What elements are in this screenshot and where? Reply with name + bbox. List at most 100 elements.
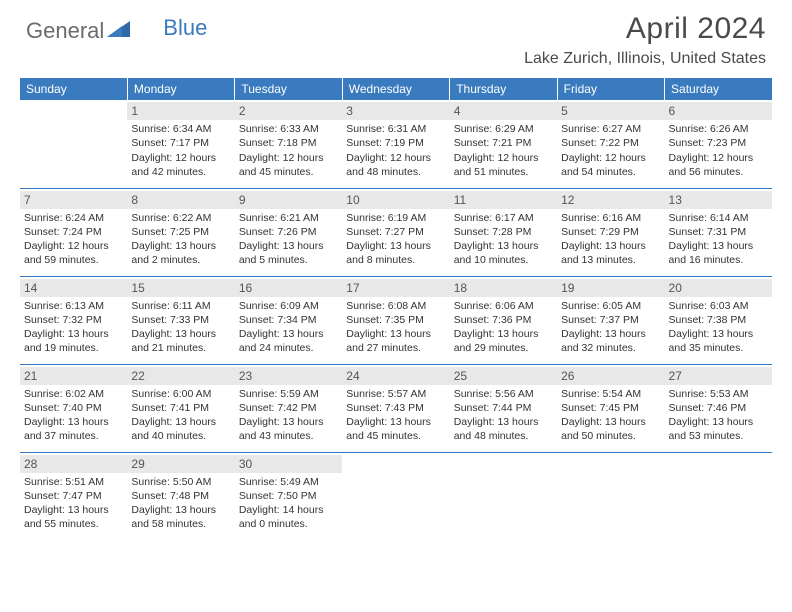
day-number: 9	[235, 191, 342, 209]
sunrise-line: Sunrise: 6:22 AM	[131, 211, 230, 225]
calendar-day-cell	[342, 452, 449, 540]
sunset-line: Sunset: 7:19 PM	[346, 136, 445, 150]
sunset-line: Sunset: 7:23 PM	[669, 136, 768, 150]
calendar-day-cell: 19 Sunrise: 6:05 AMSunset: 7:37 PMDayligh…	[557, 276, 664, 364]
daylight-line-2: and 37 minutes.	[24, 429, 123, 443]
calendar-day-cell: 13Sunrise: 6:14 AMSunset: 7:31 PMDayligh…	[665, 188, 772, 276]
daylight-line-1: Daylight: 13 hours	[24, 503, 123, 517]
month-title: April 2024	[524, 12, 766, 46]
daylight-line-1: Daylight: 13 hours	[131, 503, 230, 517]
daylight-line-2: and 32 minutes.	[561, 341, 660, 355]
daylight-line-2: and 19 minutes.	[24, 341, 123, 355]
calendar-day-cell: 21Sunrise: 6:02 AMSunset: 7:40 PMDayligh…	[20, 364, 127, 452]
calendar-week-row: 1Sunrise: 6:34 AMSunset: 7:17 PMDaylight…	[20, 100, 772, 188]
sunset-line: Sunset: 7:48 PM	[131, 489, 230, 503]
daylight-line-1: Daylight: 13 hours	[454, 327, 553, 341]
weekday-header: Sunday	[20, 78, 127, 100]
daylight-line-1: Daylight: 13 hours	[239, 415, 338, 429]
sunset-line: Sunset: 7:46 PM	[669, 401, 768, 415]
day-number: 8	[127, 191, 234, 209]
day-number: 28	[20, 455, 127, 473]
calendar-day-cell	[665, 452, 772, 540]
daylight-line-1: Daylight: 12 hours	[669, 151, 768, 165]
sunrise-line: Sunrise: 6:21 AM	[239, 211, 338, 225]
calendar-day-cell: 7Sunrise: 6:24 AMSunset: 7:24 PMDaylight…	[20, 188, 127, 276]
sunset-line: Sunset: 7:37 PM	[561, 313, 660, 327]
daylight-line-1: Daylight: 12 hours	[239, 151, 338, 165]
sunrise-line: Sunrise: 6:29 AM	[454, 122, 553, 136]
sunset-line: Sunset: 7:36 PM	[454, 313, 553, 327]
sunset-line: Sunset: 7:42 PM	[239, 401, 338, 415]
day-number: 16	[235, 279, 342, 297]
calendar-day-cell: 8Sunrise: 6:22 AMSunset: 7:25 PMDaylight…	[127, 188, 234, 276]
daylight-line-2: and 50 minutes.	[561, 429, 660, 443]
day-number: 26	[557, 367, 664, 385]
daylight-line-1: Daylight: 13 hours	[24, 327, 123, 341]
daylight-line-1: Daylight: 13 hours	[669, 327, 768, 341]
day-number: 20	[665, 279, 772, 297]
calendar-day-cell: 14Sunrise: 6:13 AMSunset: 7:32 PMDayligh…	[20, 276, 127, 364]
daylight-line-2: and 5 minutes.	[239, 253, 338, 267]
daylight-line-2: and 13 minutes.	[561, 253, 660, 267]
sunrise-line: Sunrise: 6:11 AM	[131, 299, 230, 313]
calendar-day-cell: 4Sunrise: 6:29 AMSunset: 7:21 PMDaylight…	[450, 100, 557, 188]
calendar-day-cell: 16Sunrise: 6:09 AMSunset: 7:34 PMDayligh…	[235, 276, 342, 364]
daylight-line-1: Daylight: 13 hours	[131, 327, 230, 341]
calendar-table: SundayMondayTuesdayWednesdayThursdayFrid…	[20, 78, 772, 540]
daylight-line-2: and 56 minutes.	[669, 165, 768, 179]
daylight-line-2: and 54 minutes.	[561, 165, 660, 179]
day-number: 11	[450, 191, 557, 209]
calendar-day-cell: 6Sunrise: 6:26 AMSunset: 7:23 PMDaylight…	[665, 100, 772, 188]
sunrise-line: Sunrise: 6:24 AM	[24, 211, 123, 225]
sunrise-line: Sunrise: 5:51 AM	[24, 475, 123, 489]
brand-part1: General	[26, 18, 104, 44]
day-number: 2	[235, 102, 342, 120]
daylight-line-1: Daylight: 13 hours	[561, 239, 660, 253]
sunrise-line: Sunrise: 6:34 AM	[131, 122, 230, 136]
brand-logo: General Blue	[26, 18, 207, 44]
daylight-line-2: and 43 minutes.	[239, 429, 338, 443]
daylight-line-2: and 48 minutes.	[346, 165, 445, 179]
sunset-line: Sunset: 7:28 PM	[454, 225, 553, 239]
daylight-line-2: and 10 minutes.	[454, 253, 553, 267]
daylight-line-2: and 24 minutes.	[239, 341, 338, 355]
day-number: 10	[342, 191, 449, 209]
sunrise-line: Sunrise: 5:56 AM	[454, 387, 553, 401]
day-number: 14	[20, 279, 127, 297]
calendar-day-cell: 17Sunrise: 6:08 AMSunset: 7:35 PMDayligh…	[342, 276, 449, 364]
daylight-line-2: and 48 minutes.	[454, 429, 553, 443]
calendar-day-cell: 23Sunrise: 5:59 AMSunset: 7:42 PMDayligh…	[235, 364, 342, 452]
daylight-line-2: and 40 minutes.	[131, 429, 230, 443]
sunset-line: Sunset: 7:25 PM	[131, 225, 230, 239]
calendar-day-cell: 20Sunrise: 6:03 AMSunset: 7:38 PMDayligh…	[665, 276, 772, 364]
sunrise-line: Sunrise: 5:57 AM	[346, 387, 445, 401]
day-number: 18	[450, 279, 557, 297]
calendar-week-row: 14Sunrise: 6:13 AMSunset: 7:32 PMDayligh…	[20, 276, 772, 364]
daylight-line-2: and 16 minutes.	[669, 253, 768, 267]
daylight-line-2: and 21 minutes.	[131, 341, 230, 355]
day-number: 3	[342, 102, 449, 120]
sunrise-line: Sunrise: 5:59 AM	[239, 387, 338, 401]
day-number: 19	[557, 279, 664, 297]
calendar-day-cell: 29Sunrise: 5:50 AMSunset: 7:48 PMDayligh…	[127, 452, 234, 540]
sunset-line: Sunset: 7:17 PM	[131, 136, 230, 150]
daylight-line-1: Daylight: 13 hours	[454, 239, 553, 253]
calendar-day-cell: 28Sunrise: 5:51 AMSunset: 7:47 PMDayligh…	[20, 452, 127, 540]
daylight-line-1: Daylight: 13 hours	[561, 327, 660, 341]
day-number: 13	[665, 191, 772, 209]
calendar-body: 1Sunrise: 6:34 AMSunset: 7:17 PMDaylight…	[20, 100, 772, 540]
brand-part2: Blue	[163, 15, 207, 41]
daylight-line-2: and 8 minutes.	[346, 253, 445, 267]
weekday-header: Tuesday	[235, 78, 342, 100]
calendar-day-cell: 5Sunrise: 6:27 AMSunset: 7:22 PMDaylight…	[557, 100, 664, 188]
daylight-line-1: Daylight: 12 hours	[24, 239, 123, 253]
daylight-line-1: Daylight: 13 hours	[454, 415, 553, 429]
daylight-line-2: and 35 minutes.	[669, 341, 768, 355]
daylight-line-2: and 42 minutes.	[131, 165, 230, 179]
calendar-day-cell: 30Sunrise: 5:49 AMSunset: 7:50 PMDayligh…	[235, 452, 342, 540]
sunrise-line: Sunrise: 6:05 AM	[561, 299, 660, 313]
daylight-line-2: and 58 minutes.	[131, 517, 230, 531]
sunrise-line: Sunrise: 5:49 AM	[239, 475, 338, 489]
sunset-line: Sunset: 7:29 PM	[561, 225, 660, 239]
calendar-week-row: 21Sunrise: 6:02 AMSunset: 7:40 PMDayligh…	[20, 364, 772, 452]
